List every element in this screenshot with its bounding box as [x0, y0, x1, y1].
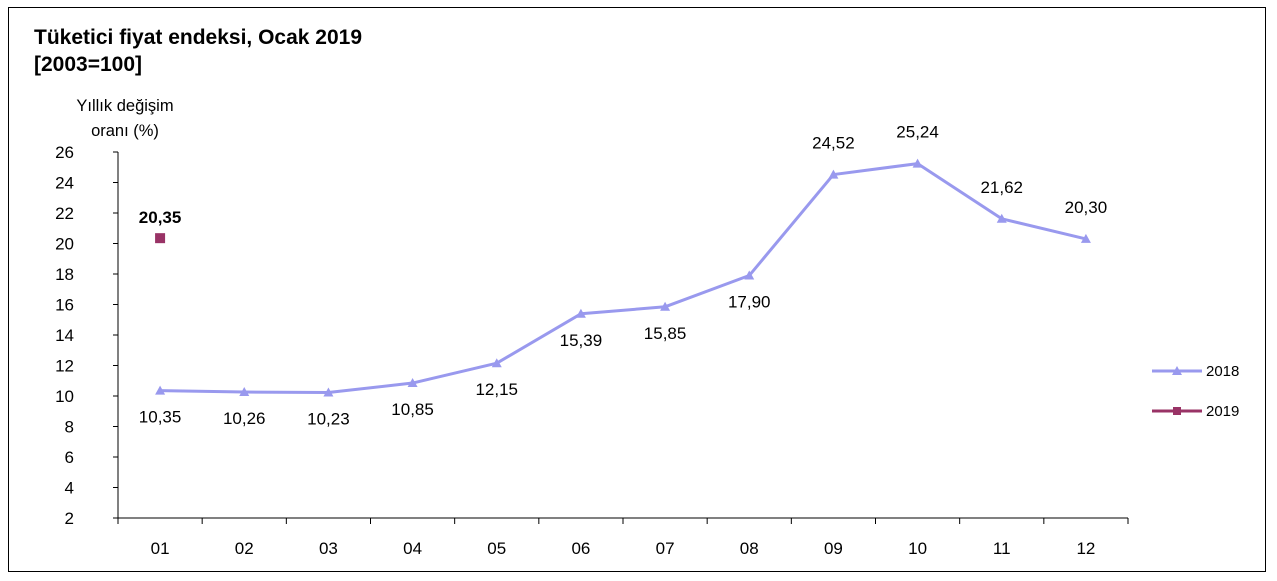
x-tick-label: 06 — [571, 539, 590, 558]
legend-2019-marker — [1173, 407, 1181, 415]
series-2018-data-label: 10,35 — [139, 408, 182, 427]
x-tick-label: 05 — [487, 539, 506, 558]
series-2018-data-label: 15,39 — [560, 331, 603, 350]
series-2018-data-label: 10,26 — [223, 409, 266, 428]
legend-2018-marker — [1172, 366, 1182, 375]
y-axis-label-line2: oranı (%) — [91, 122, 159, 140]
y-tick-label: 8 — [65, 418, 74, 437]
series-2018-marker — [996, 213, 1007, 223]
y-axis-label: Yıllık değişim oranı (%) — [60, 94, 190, 144]
series-2018-data-label: 21,62 — [980, 178, 1023, 197]
series-2018-marker — [239, 387, 250, 397]
y-tick-label: 16 — [55, 296, 74, 315]
series-2018-marker — [1080, 233, 1091, 243]
series-2018-data-label: 10,23 — [307, 409, 350, 428]
chart-title-block: Tüketici fiyat endeksi, Ocak 2019 [2003=… — [34, 24, 362, 78]
chart-frame — [8, 7, 1266, 572]
legend-2018-label: 2018 — [1206, 363, 1239, 380]
x-tick-label: 09 — [824, 539, 843, 558]
series-2018-data-label: 25,24 — [896, 123, 939, 142]
y-tick-label: 26 — [55, 143, 74, 162]
series-2018-marker — [575, 308, 586, 318]
y-tick-label: 10 — [55, 387, 74, 406]
series-2018-line — [160, 162, 1087, 394]
y-tick-label: 4 — [65, 479, 74, 498]
series-2018-marker — [912, 158, 923, 168]
x-tick-label: 10 — [908, 539, 927, 558]
x-tick-label: 01 — [151, 539, 170, 558]
x-tick-label: 08 — [740, 539, 759, 558]
x-tick-label: 07 — [656, 539, 675, 558]
legend-2019-label: 2019 — [1206, 403, 1239, 420]
series-2018-marker — [491, 358, 502, 368]
series-2018-marker — [407, 378, 418, 388]
x-tick-label: 11 — [993, 539, 1011, 558]
series-2018-data-label: 17,90 — [728, 293, 771, 312]
y-tick-label: 6 — [65, 448, 74, 467]
x-tick-label: 04 — [403, 539, 422, 558]
series-2018-data-label: 15,85 — [644, 324, 687, 343]
series-2019-data-label: 20,35 — [139, 208, 182, 227]
x-tick-label: 12 — [1076, 539, 1095, 558]
y-tick-label: 14 — [55, 326, 74, 345]
y-tick-label: 2 — [65, 509, 74, 528]
series-2018-data-label: 24,52 — [812, 134, 855, 153]
y-axis-label-line1: Yıllık değişim — [76, 97, 174, 115]
series-2018-marker — [155, 385, 166, 395]
y-tick-label: 24 — [55, 174, 74, 193]
series-2018-data-label: 12,15 — [475, 380, 518, 399]
y-tick-label: 22 — [55, 204, 74, 223]
series-2018-data-label: 10,85 — [391, 400, 434, 419]
series-2018-marker — [323, 387, 334, 397]
x-tick-label: 03 — [319, 539, 338, 558]
y-tick-label: 20 — [55, 235, 74, 254]
chart-title: Tüketici fiyat endeksi, Ocak 2019 — [34, 26, 363, 49]
series-2019-marker — [155, 233, 166, 244]
series-2018-marker — [828, 169, 839, 179]
chart-subtitle: [2003=100] — [34, 53, 143, 76]
series-2018-marker — [744, 270, 755, 280]
y-tick-label: 12 — [55, 357, 74, 376]
series-2018-data-label: 20,30 — [1065, 198, 1108, 217]
y-tick-label: 18 — [55, 265, 74, 284]
x-tick-label: 02 — [235, 539, 254, 558]
series-2018-marker — [660, 301, 671, 311]
